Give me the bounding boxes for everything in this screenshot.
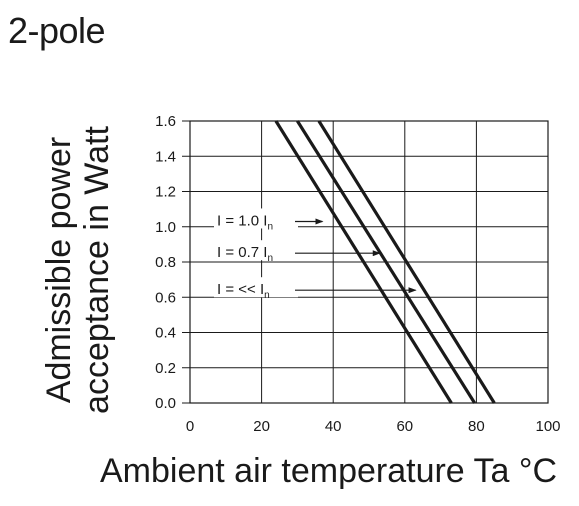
annotation-bg [214, 277, 298, 298]
annotation-subscript: n [267, 253, 273, 264]
annotation-2: I = 0.7 In [214, 240, 381, 264]
annotations: I = 1.0 InI = 0.7 InI = << In [214, 208, 417, 301]
series-line-1 [274, 120, 453, 404]
annotation-3: I = << In [214, 277, 417, 301]
annotation-bg [214, 240, 298, 261]
y-tick-label: 0.4 [155, 325, 176, 342]
x-tick-label: 40 [325, 418, 342, 435]
x-axis-label: Ambient air temperature Ta °C [100, 452, 558, 490]
annotation-bg [214, 208, 298, 229]
y-tick-label: 1.2 [155, 184, 176, 201]
series-line-2 [296, 120, 476, 404]
chart-title: 2-pole [8, 10, 106, 51]
plot-frame [189, 120, 549, 404]
tick-labels: 0 20 40 60 80 100 0.0 0.2 0.4 0.6 0.8 1.0 1.2 1.4 1.6 [155, 113, 560, 435]
x-tick-label: 0 [186, 418, 194, 435]
annotation-main: I = 1.0 I [217, 212, 267, 229]
annotation-main: I = 0.7 I [217, 244, 267, 261]
y-tick-label: 1.4 [155, 148, 176, 165]
x-tick-label: 60 [396, 418, 413, 435]
y-tick-label: 0.6 [155, 289, 176, 306]
annotation-main: I = << I [217, 281, 264, 298]
y-tick-label: 0.2 [155, 360, 176, 377]
x-tick-label: 80 [468, 418, 485, 435]
series-lines [274, 120, 496, 404]
annotation-subscript: n [267, 221, 273, 232]
annotation-subscript: n [264, 290, 270, 301]
y-tick-label: 0.8 [155, 254, 176, 271]
annotation-label: I = 1.0 In [217, 212, 273, 232]
annotation-label: I = << In [217, 281, 270, 301]
x-tick-label: 100 [535, 418, 560, 435]
y-tick-label: 1.0 [155, 219, 176, 236]
annotation-1: I = 1.0 In [214, 208, 324, 232]
annotation-label: I = 0.7 In [217, 244, 273, 264]
series-line-3 [317, 120, 496, 404]
y-tick-label: 0.0 [155, 395, 176, 412]
y-tick-label: 1.6 [155, 113, 176, 130]
x-tick-label: 20 [253, 418, 270, 435]
grid [182, 120, 549, 404]
